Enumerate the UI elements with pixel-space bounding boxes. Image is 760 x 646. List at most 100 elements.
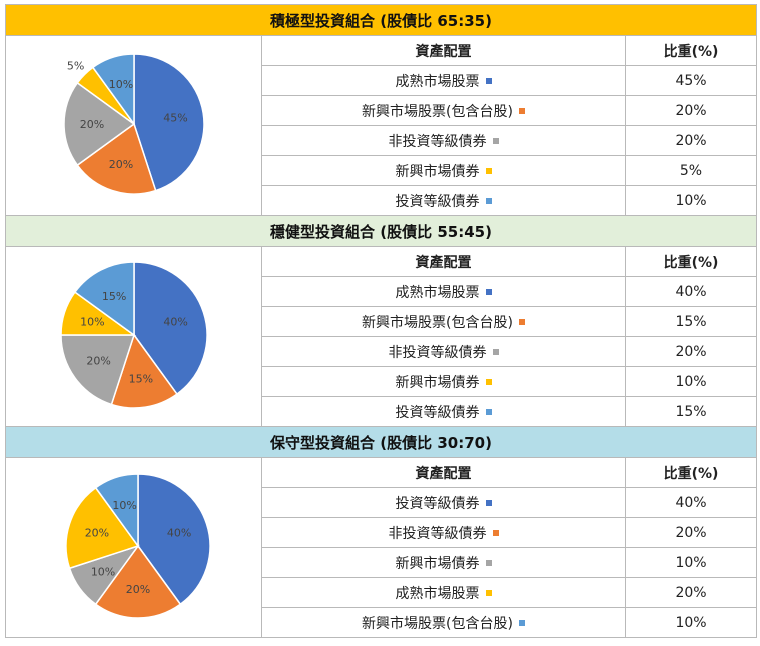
table-row: 新興市場債券 10% bbox=[262, 548, 756, 578]
asset-label: 投資等級債券 bbox=[395, 193, 480, 210]
table-row: 成熟市場股票 45% bbox=[262, 66, 756, 96]
pie-slice-label: 5% bbox=[66, 59, 83, 72]
asset-weight: 45% bbox=[675, 72, 707, 89]
pie-slice bbox=[94, 544, 181, 619]
asset-label: 成熟市場股票 bbox=[395, 585, 480, 602]
portfolio-block-conservative: 40% 20% 10% 20% 10% 資產配置 比重(%) 投資等級債券 40% 非投… bbox=[6, 458, 756, 638]
header-allocation: 資產配置 bbox=[262, 36, 626, 65]
pie-slice bbox=[132, 52, 205, 192]
header-weight: 比重(%) bbox=[663, 254, 719, 271]
asset-weight: 10% bbox=[675, 373, 707, 390]
table-row: 新興市場股票(包含台股) 10% bbox=[262, 608, 756, 637]
table-row: 非投資等級債券 20% bbox=[262, 337, 756, 367]
table-row: 新興市場債券 5% bbox=[262, 156, 756, 186]
table-header: 資產配置 比重(%) bbox=[262, 247, 756, 277]
legend-swatch bbox=[485, 589, 492, 596]
table-row: 新興市場股票(包含台股) 15% bbox=[262, 307, 756, 337]
portfolio-block-balanced: 40% 15% 20% 10% 15% 資產配置 比重(%) 成熟市場股票 40% 新興… bbox=[6, 247, 756, 426]
pie-chart-balanced: 40% 15% 20% 10% 15% bbox=[59, 261, 208, 409]
pie-slice bbox=[136, 472, 211, 605]
asset-label: 新興市場股票(包含台股) bbox=[362, 103, 513, 120]
pie-slice-label: 10% bbox=[108, 78, 132, 91]
asset-weight: 20% bbox=[675, 102, 707, 119]
asset-label: 新興市場債券 bbox=[395, 163, 480, 180]
header-allocation: 資產配置 bbox=[262, 458, 626, 487]
table-row: 新興市場債券 10% bbox=[262, 367, 756, 397]
pie-slice bbox=[109, 332, 178, 409]
pie-slice-label: 20% bbox=[84, 526, 108, 539]
asset-label: 非投資等級債券 bbox=[388, 525, 487, 542]
pie-slice bbox=[91, 52, 135, 126]
asset-weight: 15% bbox=[675, 403, 707, 420]
asset-weight: 10% bbox=[675, 614, 707, 631]
asset-label: 投資等級債券 bbox=[395, 495, 480, 512]
portfolio-banner-aggressive: 積極型投資組合 (股債比 65:35) bbox=[6, 4, 756, 36]
legend-swatch bbox=[485, 408, 492, 415]
pie-cell: 45% 20% 20% 5% 10% bbox=[6, 36, 262, 215]
legend-swatch bbox=[518, 619, 525, 626]
pie-slice-label: 20% bbox=[125, 583, 149, 596]
asset-label: 新興市場股票(包含台股) bbox=[362, 615, 513, 632]
asset-label: 新興市場債券 bbox=[395, 555, 480, 572]
asset-weight: 10% bbox=[675, 192, 707, 209]
pie-slice-label: 15% bbox=[101, 289, 125, 302]
asset-label: 新興市場股票(包含台股) bbox=[362, 314, 513, 331]
table-row: 成熟市場股票 20% bbox=[262, 578, 756, 608]
legend-swatch bbox=[485, 77, 492, 84]
table-header: 資產配置 比重(%) bbox=[262, 36, 756, 66]
pie-slice bbox=[132, 261, 208, 395]
asset-label: 投資等級債券 bbox=[395, 404, 480, 421]
legend-swatch bbox=[485, 167, 492, 174]
asset-label: 成熟市場股票 bbox=[395, 284, 480, 301]
asset-label: 成熟市場股票 bbox=[395, 73, 480, 90]
pie-slice-label: 20% bbox=[86, 354, 110, 367]
table-header: 資產配置 比重(%) bbox=[262, 458, 756, 488]
asset-weight: 20% bbox=[675, 524, 707, 541]
legend-swatch bbox=[518, 318, 525, 325]
pie-cell: 40% 20% 10% 20% 10% bbox=[6, 458, 262, 637]
table-row: 非投資等級債券 20% bbox=[262, 518, 756, 548]
legend-swatch bbox=[518, 107, 525, 114]
asset-weight: 15% bbox=[675, 313, 707, 330]
pie-slice-label: 20% bbox=[79, 118, 103, 131]
allocation-table: 資產配置 比重(%) 投資等級債券 40% 非投資等級債券 20% 新興市場債券… bbox=[262, 458, 756, 637]
pie-slice-label: 10% bbox=[80, 315, 104, 328]
pie-slice bbox=[59, 333, 135, 405]
legend-swatch bbox=[485, 499, 492, 506]
pie-slice-label: 10% bbox=[112, 498, 136, 511]
pie-slice-label: 10% bbox=[90, 565, 114, 578]
allocation-table: 資產配置 比重(%) 成熟市場股票 40% 新興市場股票(包含台股) 15% 非… bbox=[262, 247, 756, 426]
portfolio-block-aggressive: 45% 20% 20% 5% 10% 資產配置 比重(%) 成熟市場股票 45% 新興市… bbox=[6, 36, 756, 215]
legend-swatch bbox=[492, 348, 499, 355]
table-row: 非投資等級債券 20% bbox=[262, 126, 756, 156]
asset-label: 新興市場債券 bbox=[395, 374, 480, 391]
table-row: 新興市場股票(包含台股) 20% bbox=[262, 96, 756, 126]
table-row: 成熟市場股票 40% bbox=[262, 277, 756, 307]
portfolio-banner-conservative: 保守型投資組合 (股債比 30:70) bbox=[6, 426, 756, 458]
asset-label: 非投資等級債券 bbox=[388, 133, 487, 150]
asset-weight: 20% bbox=[675, 132, 707, 149]
pie-slice bbox=[75, 122, 157, 195]
table-row: 投資等級債券 10% bbox=[262, 186, 756, 215]
header-allocation: 資產配置 bbox=[262, 247, 626, 276]
legend-swatch bbox=[485, 288, 492, 295]
pie-slice bbox=[62, 81, 135, 166]
pie-slice-label: 15% bbox=[128, 372, 152, 385]
legend-swatch bbox=[485, 197, 492, 204]
asset-weight: 5% bbox=[679, 162, 703, 179]
allocation-table: 資產配置 比重(%) 成熟市場股票 45% 新興市場股票(包含台股) 20% 非… bbox=[262, 36, 756, 215]
table-row: 投資等級債券 40% bbox=[262, 488, 756, 518]
pie-slice-label: 20% bbox=[108, 157, 132, 170]
asset-weight: 40% bbox=[675, 283, 707, 300]
legend-swatch bbox=[485, 378, 492, 385]
pie-slice bbox=[73, 261, 135, 336]
portfolio-banner-balanced: 穩健型投資組合 (股債比 55:45) bbox=[6, 215, 756, 247]
portfolio-table: 積極型投資組合 (股債比 65:35) 45% 20% 20% 5% 10% 資產配置 … bbox=[5, 4, 757, 638]
pie-slice bbox=[94, 472, 139, 548]
legend-swatch bbox=[492, 529, 499, 536]
pie-chart-aggressive: 45% 20% 20% 5% 10% bbox=[62, 52, 205, 195]
asset-label: 非投資等級債券 bbox=[388, 344, 487, 361]
pie-slice bbox=[64, 486, 139, 569]
pie-slice-label: 45% bbox=[163, 111, 187, 124]
table-row: 投資等級債券 15% bbox=[262, 397, 756, 426]
